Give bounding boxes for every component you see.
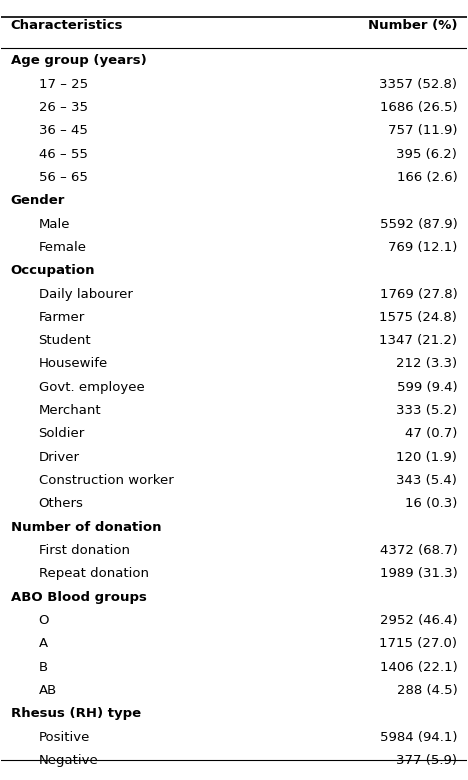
Text: 1989 (31.3): 1989 (31.3)	[380, 567, 457, 580]
Text: Farmer: Farmer	[38, 310, 85, 324]
Text: 395 (6.2): 395 (6.2)	[396, 147, 457, 161]
Text: 46 – 55: 46 – 55	[38, 147, 88, 161]
Text: 1406 (22.1): 1406 (22.1)	[380, 661, 457, 674]
Text: Rhesus (RH) type: Rhesus (RH) type	[11, 707, 141, 720]
Text: First donation: First donation	[38, 544, 130, 557]
Text: Others: Others	[38, 498, 83, 510]
Text: 2952 (46.4): 2952 (46.4)	[380, 614, 457, 627]
Text: Student: Student	[38, 334, 91, 347]
Text: 166 (2.6): 166 (2.6)	[396, 171, 457, 184]
Text: 769 (12.1): 769 (12.1)	[388, 241, 457, 254]
Text: B: B	[38, 661, 48, 674]
Text: Number (%): Number (%)	[368, 19, 457, 32]
Text: 1347 (21.2): 1347 (21.2)	[379, 334, 457, 347]
Text: Soldier: Soldier	[38, 427, 85, 441]
Text: 1686 (26.5): 1686 (26.5)	[380, 101, 457, 114]
Text: 17 – 25: 17 – 25	[38, 78, 88, 90]
Text: Male: Male	[38, 218, 70, 231]
Text: 1715 (27.0): 1715 (27.0)	[379, 637, 457, 651]
Text: 757 (11.9): 757 (11.9)	[388, 124, 457, 137]
Text: 377 (5.9): 377 (5.9)	[396, 753, 457, 767]
Text: Govt. employee: Govt. employee	[38, 381, 144, 394]
Text: Housewife: Housewife	[38, 357, 108, 370]
Text: 36 – 45: 36 – 45	[38, 124, 88, 137]
Text: Driver: Driver	[38, 451, 80, 464]
Text: Gender: Gender	[11, 194, 65, 207]
Text: Number of donation: Number of donation	[11, 521, 161, 534]
Text: 47 (0.7): 47 (0.7)	[405, 427, 457, 441]
Text: O: O	[38, 614, 49, 627]
Text: 56 – 65: 56 – 65	[38, 171, 88, 184]
Text: Age group (years): Age group (years)	[11, 55, 146, 67]
Text: 1575 (24.8): 1575 (24.8)	[380, 310, 457, 324]
Text: 333 (5.2): 333 (5.2)	[396, 404, 457, 417]
Text: 26 – 35: 26 – 35	[38, 101, 88, 114]
Text: Female: Female	[38, 241, 87, 254]
Text: A: A	[38, 637, 48, 651]
Text: 120 (1.9): 120 (1.9)	[396, 451, 457, 464]
Text: 212 (3.3): 212 (3.3)	[396, 357, 457, 370]
Text: Characteristics: Characteristics	[11, 19, 123, 32]
Text: AB: AB	[38, 684, 57, 697]
Text: 5592 (87.9): 5592 (87.9)	[380, 218, 457, 231]
Text: Positive: Positive	[38, 731, 90, 743]
Text: 5984 (94.1): 5984 (94.1)	[380, 731, 457, 743]
Text: Daily labourer: Daily labourer	[38, 288, 132, 300]
Text: 1769 (27.8): 1769 (27.8)	[380, 288, 457, 300]
Text: Construction worker: Construction worker	[38, 474, 173, 487]
Text: 16 (0.3): 16 (0.3)	[405, 498, 457, 510]
Text: 3357 (52.8): 3357 (52.8)	[379, 78, 457, 90]
Text: Negative: Negative	[38, 753, 98, 767]
Text: 343 (5.4): 343 (5.4)	[396, 474, 457, 487]
Text: 288 (4.5): 288 (4.5)	[396, 684, 457, 697]
Text: ABO Blood groups: ABO Blood groups	[11, 590, 146, 604]
Text: 599 (9.4): 599 (9.4)	[397, 381, 457, 394]
Text: 4372 (68.7): 4372 (68.7)	[380, 544, 457, 557]
Text: Repeat donation: Repeat donation	[38, 567, 149, 580]
Text: Occupation: Occupation	[11, 264, 95, 277]
Text: Merchant: Merchant	[38, 404, 101, 417]
